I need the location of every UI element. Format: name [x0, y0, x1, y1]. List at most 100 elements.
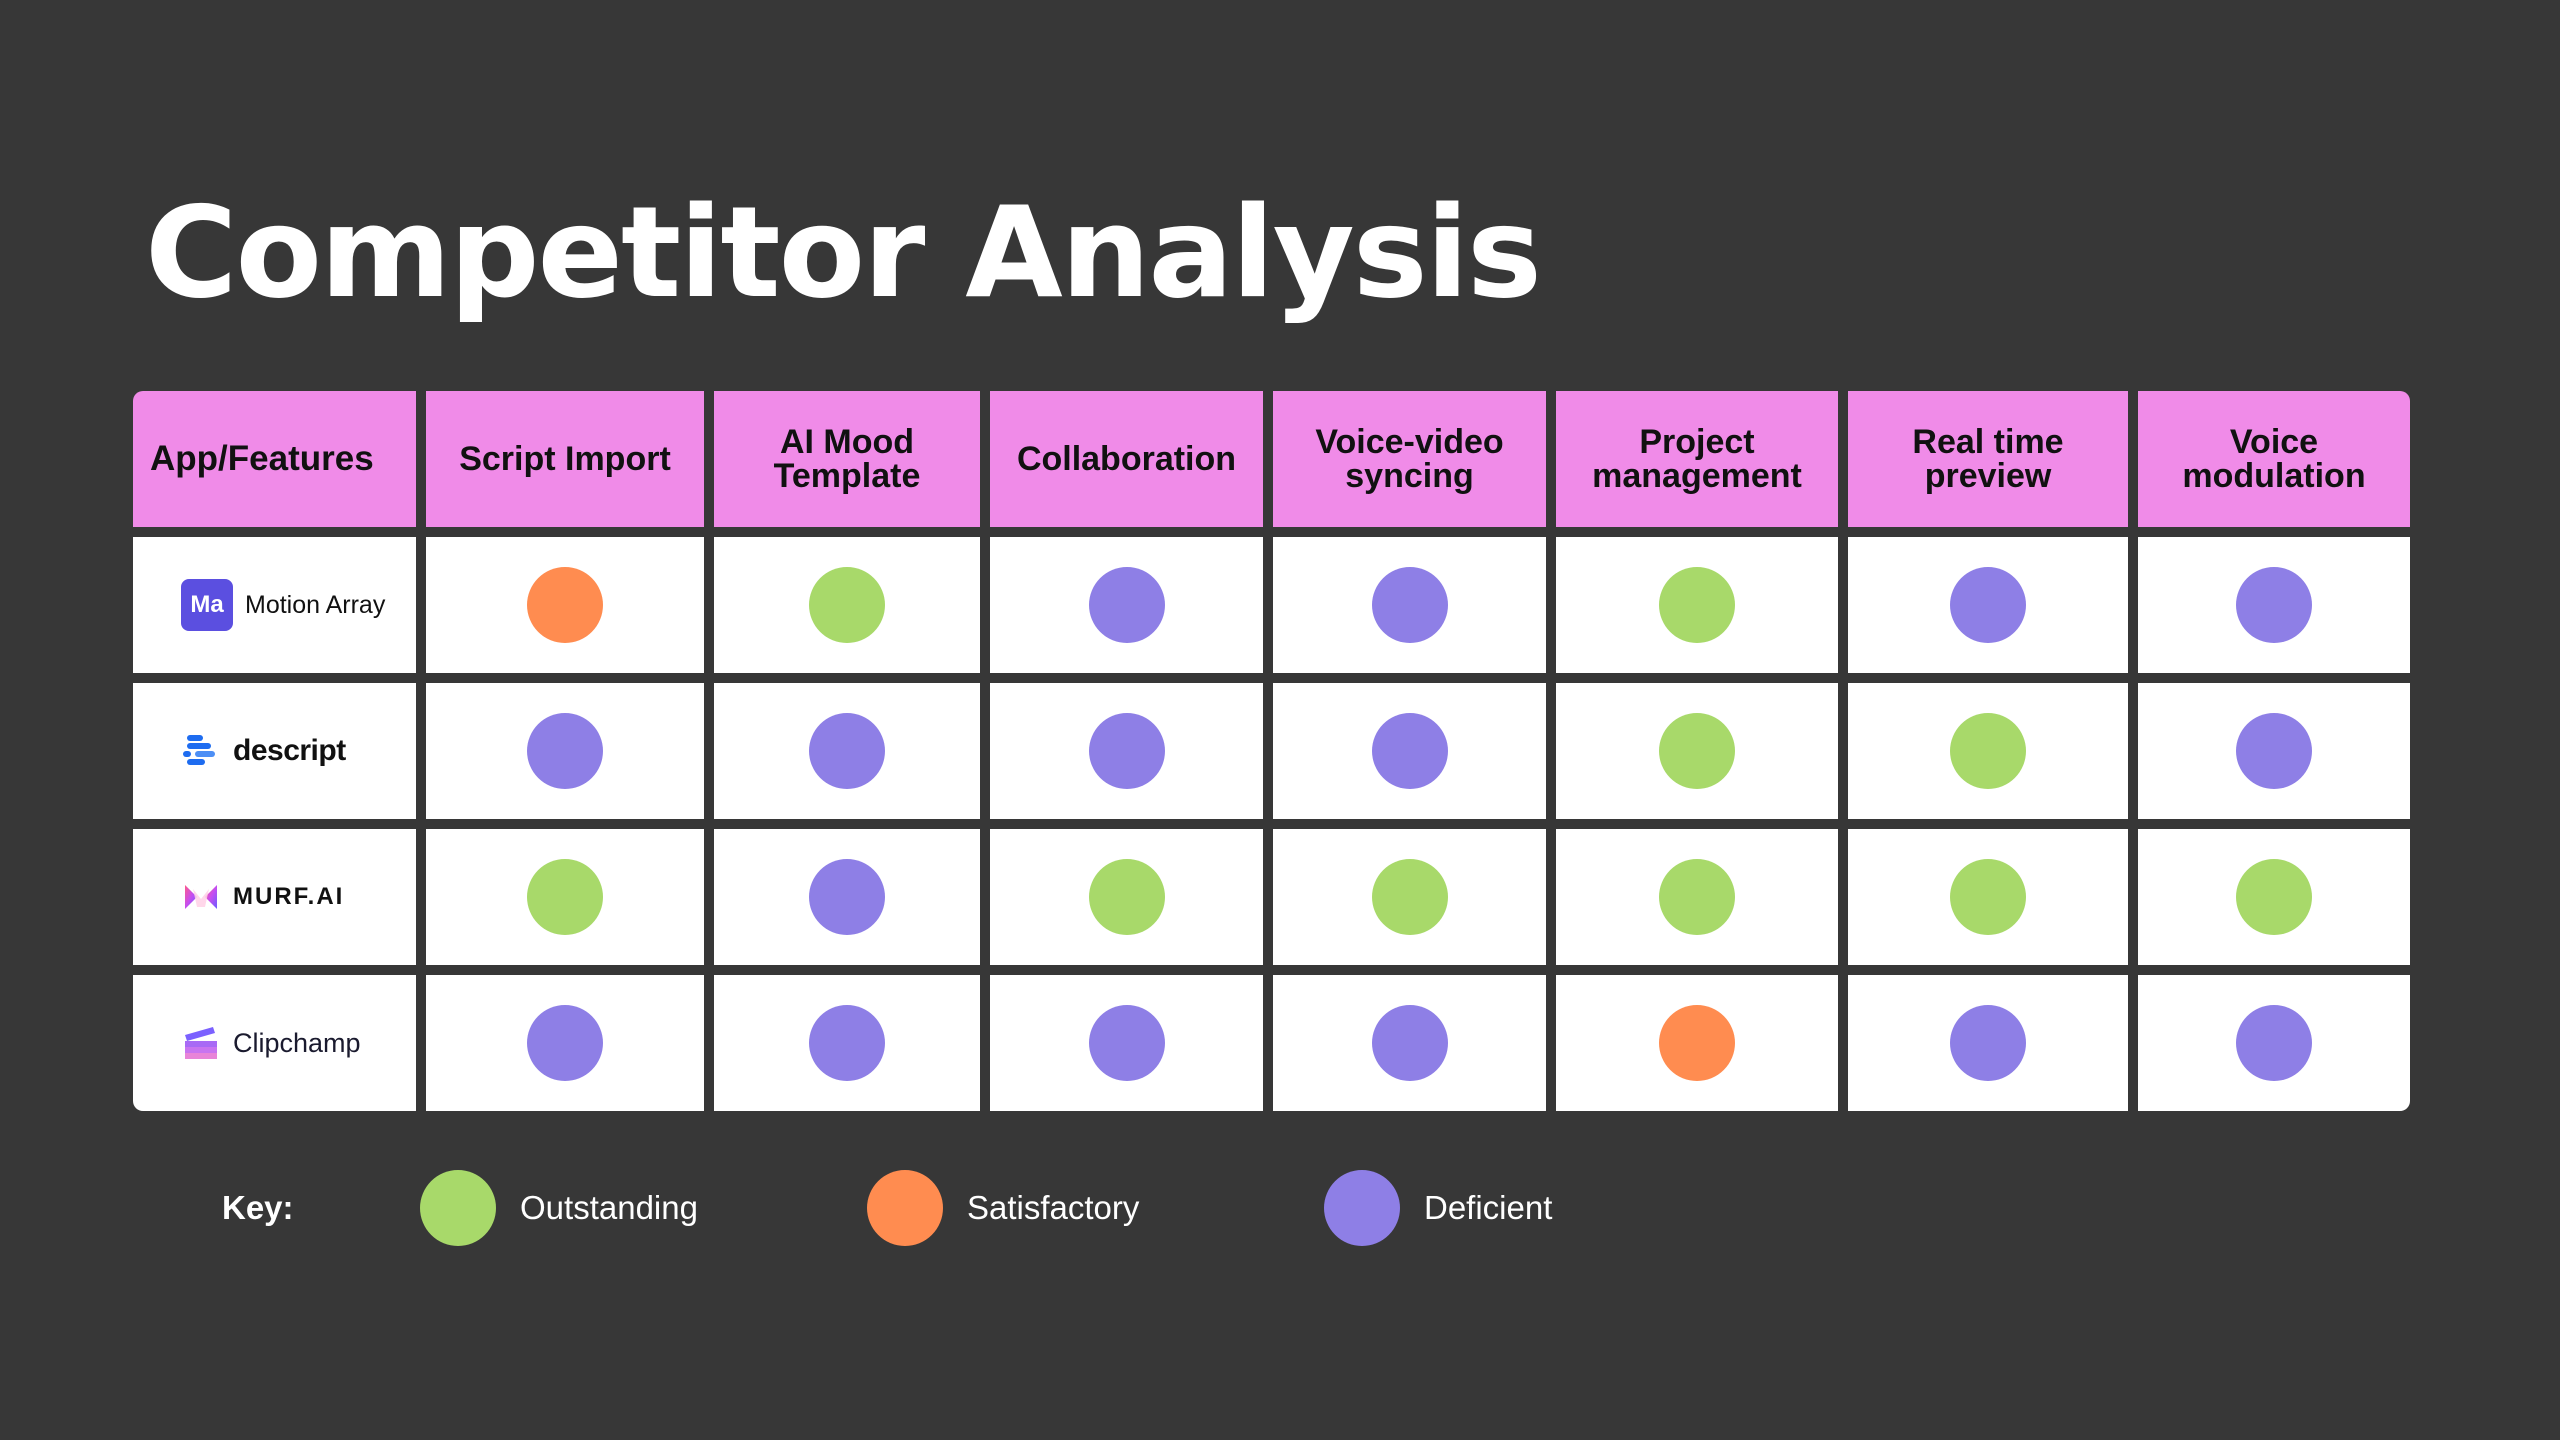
feature-label: Collaboration	[1016, 440, 1237, 478]
legend-text: Deficient	[1424, 1189, 1553, 1226]
murf-ai-logo	[181, 877, 221, 917]
rating-dot-deficient	[2236, 713, 2312, 789]
rating-dot-outstanding	[1659, 567, 1735, 643]
rating-dot-outstanding	[527, 859, 603, 935]
rating-cell	[714, 683, 980, 819]
feature-label: Voice modulation	[2182, 423, 2366, 495]
header-cell-project-management: Project management	[1556, 391, 1838, 527]
header-cell-real-time-preview: Real time preview	[1848, 391, 2128, 527]
header-cell-corner: App/Features	[133, 391, 416, 527]
rating-cell	[2138, 683, 2410, 819]
rating-cell	[1273, 829, 1546, 965]
feature-label: Real time preview	[1912, 423, 2064, 495]
page-title: Competitor Analysis	[145, 179, 1542, 326]
rating-cell	[426, 683, 704, 819]
rating-dot-deficient	[1088, 713, 1165, 789]
clipchamp-logo-icon	[185, 1027, 217, 1059]
descript-logo-icon	[183, 735, 215, 765]
app-cell: MURF.AI	[133, 829, 416, 965]
rating-cell	[714, 975, 980, 1111]
app-name: Motion Array	[245, 590, 386, 619]
legend-item-outstanding: Outstanding	[420, 1170, 698, 1246]
rating-cell	[2138, 537, 2410, 673]
header-cell-voice-video-syncing: Voice-video syncing	[1273, 391, 1546, 527]
clipchamp-logo	[181, 1023, 221, 1063]
rating-cell	[426, 975, 704, 1111]
rating-cell	[990, 829, 1263, 965]
legend-dot-satisfactory	[867, 1170, 943, 1246]
header-cell-script-import: Script Import	[426, 391, 704, 527]
feature-label: AI Mood Template	[773, 423, 921, 495]
rating-cell	[1848, 537, 2128, 673]
rating-cell	[1848, 975, 2128, 1111]
legend-item-satisfactory: Satisfactory	[867, 1170, 1139, 1246]
rating-dot-outstanding	[1659, 859, 1735, 935]
rating-dot-deficient	[2236, 1005, 2312, 1081]
corner-label: App/Features	[150, 439, 374, 478]
rating-cell	[1848, 683, 2128, 819]
rating-dot-outstanding	[1950, 713, 2026, 789]
rating-dot-deficient	[809, 1005, 885, 1081]
feature-label: Project management	[1592, 423, 1802, 495]
app-clipchamp: Clipchamp	[181, 1023, 361, 1063]
rating-dot-deficient	[809, 713, 885, 789]
rating-dot-deficient	[527, 1005, 603, 1081]
header-cell-ai-mood-template: AI Mood Template	[714, 391, 980, 527]
legend-label: Key:	[222, 1189, 294, 1226]
app-name: descript	[233, 734, 346, 767]
motion-array-logo-icon: Ma	[181, 579, 233, 631]
feature-label: Voice-video syncing	[1315, 423, 1504, 495]
rating-dot-outstanding	[809, 567, 885, 643]
rating-cell	[1273, 683, 1546, 819]
rating-cell	[714, 537, 980, 673]
rating-cell	[1273, 975, 1546, 1111]
rating-dot-outstanding	[1950, 859, 2026, 935]
app-motion-array: Ma Motion Array	[181, 579, 385, 631]
rating-dot-deficient	[1950, 1005, 2026, 1081]
rating-cell	[1273, 537, 1546, 673]
rating-cell	[1848, 829, 2128, 965]
competitor-table: App/Features Script Import AI Mood Templat…	[133, 391, 2410, 1111]
rating-cell	[990, 975, 1263, 1111]
app-name: Clipchamp	[233, 1027, 361, 1058]
rating-dot-outstanding	[1659, 713, 1735, 789]
legend-text: Satisfactory	[967, 1189, 1140, 1226]
legend-item-deficient: Deficient	[1324, 1170, 1552, 1246]
rating-dot-outstanding	[1371, 859, 1448, 935]
rating-dot-satisfactory	[1659, 1005, 1735, 1081]
rating-cell	[1556, 537, 1838, 673]
rating-dot-deficient	[809, 859, 885, 935]
rating-dot-deficient	[1371, 567, 1448, 643]
rating-cell	[426, 829, 704, 965]
rating-dot-outstanding	[2236, 859, 2312, 935]
rating-dot-satisfactory	[527, 567, 603, 643]
rating-cell	[426, 537, 704, 673]
rating-dot-deficient	[1088, 1005, 1165, 1081]
header-cell-voice-modulation: Voice modulation	[2138, 391, 2410, 527]
rating-dot-deficient	[1371, 713, 1448, 789]
rating-cell	[1556, 683, 1838, 819]
legend-dot-deficient	[1324, 1170, 1400, 1246]
legend: Key: Outstanding Satisfactory Deficient	[222, 1170, 1622, 1246]
app-murf-ai: MURF.AI	[181, 877, 344, 917]
rating-cell	[2138, 975, 2410, 1111]
murf-ai-logo-icon	[185, 885, 217, 909]
rating-dot-deficient	[1950, 567, 2026, 643]
app-cell: Ma Motion Array	[133, 537, 416, 673]
rating-dot-outstanding	[1088, 859, 1165, 935]
rating-cell	[1556, 975, 1838, 1111]
rating-cell	[1556, 829, 1838, 965]
header-cell-collaboration: Collaboration	[990, 391, 1263, 527]
rating-cell	[2138, 829, 2410, 965]
rating-dot-deficient	[1088, 567, 1165, 643]
app-cell: descript	[133, 683, 416, 819]
rating-cell	[990, 537, 1263, 673]
legend-text: Outstanding	[520, 1189, 698, 1226]
rating-dot-deficient	[527, 713, 603, 789]
app-name: MURF.AI	[233, 883, 345, 910]
app-descript: descript	[181, 731, 346, 771]
descript-logo	[181, 731, 221, 771]
rating-dot-deficient	[2236, 567, 2312, 643]
rating-cell	[714, 829, 980, 965]
app-cell: Clipchamp	[133, 975, 416, 1111]
